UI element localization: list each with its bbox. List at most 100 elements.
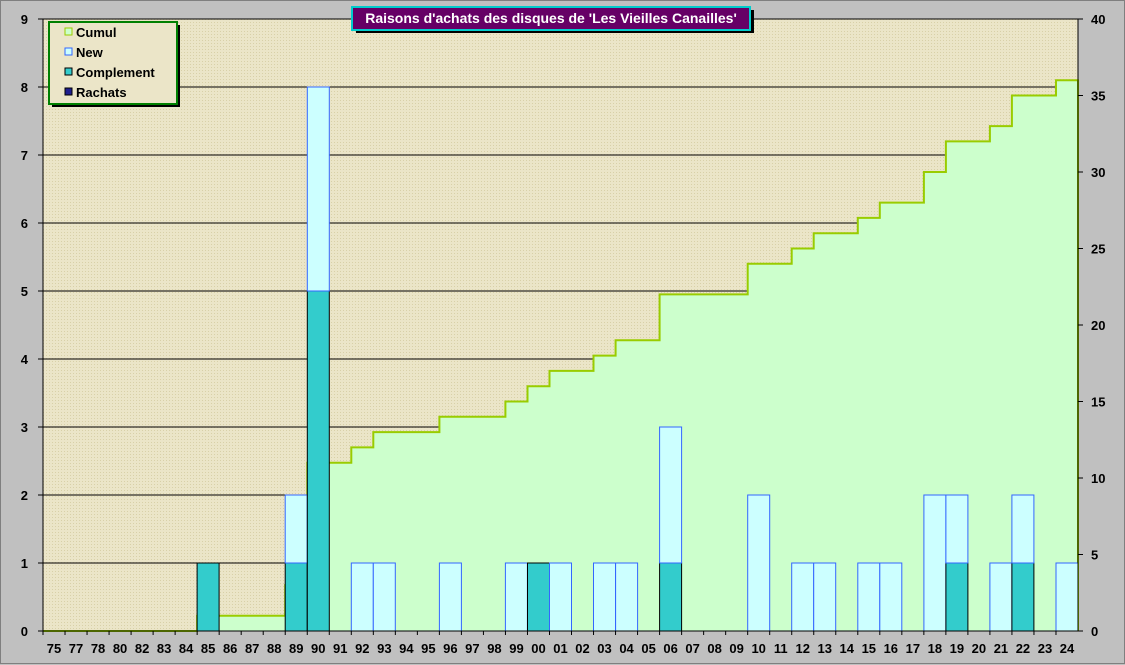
legend-swatch-complement bbox=[65, 68, 72, 75]
bar-new bbox=[307, 87, 329, 291]
x-tick-label: 88 bbox=[267, 641, 281, 656]
bar-complement bbox=[197, 563, 219, 631]
legend-swatch-cumul bbox=[65, 28, 72, 35]
y-right-tick-label: 40 bbox=[1091, 12, 1105, 27]
x-tick-label: 15 bbox=[862, 641, 876, 656]
y-right-tick-label: 20 bbox=[1091, 318, 1105, 333]
y-right-tick-label: 15 bbox=[1091, 395, 1105, 410]
x-tick-label: 00 bbox=[531, 641, 545, 656]
y-left-tick-label: 8 bbox=[21, 80, 28, 95]
x-tick-label: 92 bbox=[355, 641, 369, 656]
x-tick-label: 20 bbox=[972, 641, 986, 656]
x-tick-label: 98 bbox=[487, 641, 501, 656]
x-tick-label: 78 bbox=[91, 641, 105, 656]
bar-new bbox=[505, 563, 527, 631]
y-right-tick-label: 0 bbox=[1091, 624, 1098, 639]
legend: Cumul New Complement Rachats bbox=[49, 22, 180, 107]
x-tick-label: 90 bbox=[311, 641, 325, 656]
y-left-tick-label: 9 bbox=[21, 12, 28, 27]
x-tick-label: 77 bbox=[69, 641, 83, 656]
x-tick-label: 93 bbox=[377, 641, 391, 656]
bar-complement bbox=[307, 291, 329, 631]
x-tick-label: 21 bbox=[994, 641, 1008, 656]
bar-new bbox=[439, 563, 461, 631]
bar-new bbox=[373, 563, 395, 631]
x-tick-label: 22 bbox=[1016, 641, 1030, 656]
bar-complement bbox=[528, 563, 550, 631]
bar-new bbox=[858, 563, 880, 631]
bar-complement bbox=[660, 563, 682, 631]
x-tick-label: 09 bbox=[729, 641, 743, 656]
x-tick-label: 04 bbox=[619, 641, 634, 656]
x-tick-label: 85 bbox=[201, 641, 215, 656]
legend-label-complement: Complement bbox=[76, 65, 155, 80]
y-left-tick-label: 3 bbox=[21, 420, 28, 435]
chart-title: Raisons d'achats des disques de 'Les Vie… bbox=[365, 10, 737, 26]
x-tick-label: 07 bbox=[685, 641, 699, 656]
bar-new bbox=[814, 563, 836, 631]
bar-new bbox=[660, 427, 682, 563]
x-tick-label: 94 bbox=[399, 641, 414, 656]
y-right-tick-label: 30 bbox=[1091, 165, 1105, 180]
legend-label-cumul: Cumul bbox=[76, 25, 116, 40]
x-tick-label: 97 bbox=[465, 641, 479, 656]
bar-new bbox=[616, 563, 638, 631]
x-tick-label: 16 bbox=[884, 641, 898, 656]
bar-new bbox=[748, 495, 770, 631]
x-tick-label: 86 bbox=[223, 641, 237, 656]
y-left-tick-label: 0 bbox=[21, 624, 28, 639]
x-tick-label: 12 bbox=[795, 641, 809, 656]
legend-swatch-rachats bbox=[65, 88, 72, 95]
x-tick-label: 01 bbox=[553, 641, 567, 656]
x-tick-label: 80 bbox=[113, 641, 127, 656]
y-right-tick-label: 5 bbox=[1091, 548, 1098, 563]
x-tick-label: 84 bbox=[179, 641, 194, 656]
y-right-tick-label: 25 bbox=[1091, 242, 1105, 257]
x-tick-label: 03 bbox=[597, 641, 611, 656]
x-tick-label: 13 bbox=[818, 641, 832, 656]
bar-new bbox=[946, 495, 968, 563]
bar-complement bbox=[946, 563, 968, 631]
x-tick-label: 99 bbox=[509, 641, 523, 656]
y-left-tick-label: 6 bbox=[21, 216, 28, 231]
bar-complement bbox=[285, 563, 307, 631]
x-tick-label: 19 bbox=[950, 641, 964, 656]
y-left-tick-label: 7 bbox=[21, 148, 28, 163]
x-tick-label: 82 bbox=[135, 641, 149, 656]
x-tick-label: 24 bbox=[1060, 641, 1075, 656]
bar-new bbox=[594, 563, 616, 631]
x-tick-label: 17 bbox=[906, 641, 920, 656]
x-tick-label: 87 bbox=[245, 641, 259, 656]
bar-complement bbox=[1012, 563, 1034, 631]
x-tick-label: 08 bbox=[707, 641, 721, 656]
x-tick-label: 02 bbox=[575, 641, 589, 656]
y-left-tick-label: 5 bbox=[21, 284, 28, 299]
legend-swatch-new bbox=[65, 48, 72, 55]
x-tick-label: 06 bbox=[663, 641, 677, 656]
bar-new bbox=[1012, 495, 1034, 563]
x-tick-label: 95 bbox=[421, 641, 435, 656]
bar-new bbox=[1056, 563, 1078, 631]
y-left-tick-label: 2 bbox=[21, 488, 28, 503]
x-tick-label: 18 bbox=[928, 641, 942, 656]
chart-title-box: Raisons d'achats des disques de 'Les Vie… bbox=[352, 7, 754, 33]
y-right-tick-label: 10 bbox=[1091, 471, 1105, 486]
x-tick-label: 96 bbox=[443, 641, 457, 656]
x-tick-label: 83 bbox=[157, 641, 171, 656]
legend-label-new: New bbox=[76, 45, 104, 60]
y-left-tick-label: 1 bbox=[21, 556, 28, 571]
x-tick-label: 23 bbox=[1038, 641, 1052, 656]
bar-new bbox=[880, 563, 902, 631]
legend-label-rachats: Rachats bbox=[76, 85, 127, 100]
bar-new bbox=[990, 563, 1012, 631]
bar-new bbox=[550, 563, 572, 631]
y-left-tick-label: 4 bbox=[21, 352, 29, 367]
x-tick-label: 75 bbox=[47, 641, 61, 656]
x-tick-label: 91 bbox=[333, 641, 347, 656]
x-tick-label: 10 bbox=[751, 641, 765, 656]
bar-new bbox=[351, 563, 373, 631]
x-tick-label: 14 bbox=[840, 641, 855, 656]
x-tick-label: 89 bbox=[289, 641, 303, 656]
